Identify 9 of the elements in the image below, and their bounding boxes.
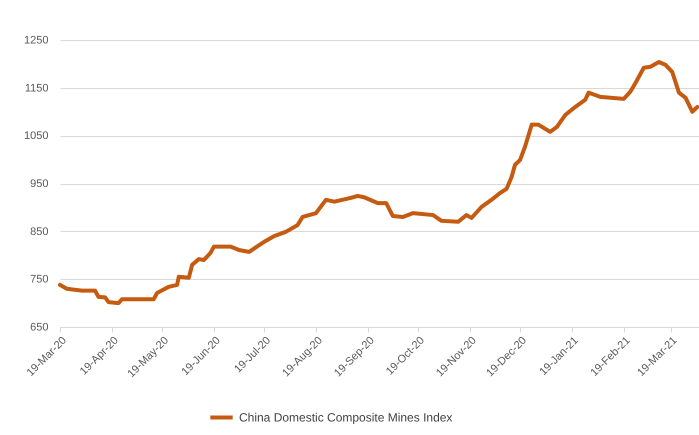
- y-tick-label: 850: [30, 226, 48, 238]
- y-tick-label: 950: [30, 178, 48, 190]
- line-series: [58, 60, 699, 306]
- y-tick-label: 1150: [24, 82, 48, 94]
- y-tick-label: 650: [30, 322, 48, 334]
- y-tick-label: 1250: [24, 34, 48, 46]
- y-tick-label: 750: [30, 274, 48, 286]
- y-tick-label: 1050: [24, 130, 48, 142]
- legend-label: China Domestic Composite Mines Index: [239, 410, 452, 424]
